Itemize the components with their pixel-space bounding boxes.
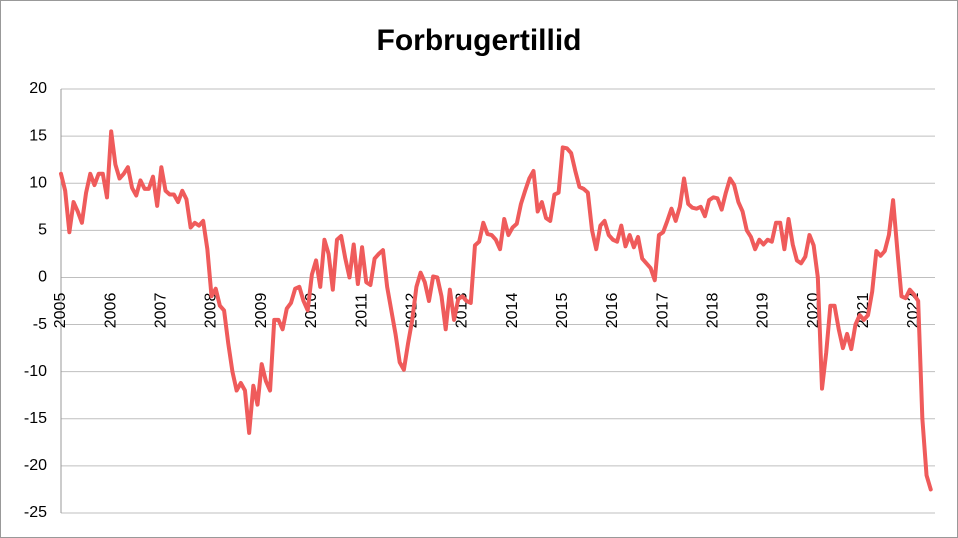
y-tick-label: 0 [38,269,47,286]
x-tick-label: 2008 [203,293,220,329]
y-tick-label: 20 [29,80,47,97]
y-tick-label: 10 [29,174,47,191]
x-tick-label: 2014 [504,293,521,329]
x-tick-label: 2015 [554,293,571,329]
x-tick-label: 2011 [353,293,370,328]
y-tick-label: -5 [33,316,47,333]
x-tick-label: 2005 [52,293,69,329]
y-tick-label: 5 [38,222,47,239]
y-tick-label: -10 [24,363,47,380]
y-tick-label: 15 [29,127,47,144]
x-tick-label: 2016 [604,293,621,329]
x-tick-label: 2006 [102,293,119,329]
y-tick-label: -15 [24,410,47,427]
x-tick-label: 2007 [153,293,170,329]
data-line [59,129,933,492]
x-tick-label: 2019 [755,293,772,329]
y-tick-label: -20 [24,457,47,474]
x-tick-label: 2009 [253,293,270,329]
chart-title: Forbrugertillid [377,24,582,57]
y-tick-label: -25 [24,504,47,521]
x-tick-label: 2018 [705,293,722,329]
x-tick-label: 2017 [654,293,671,329]
